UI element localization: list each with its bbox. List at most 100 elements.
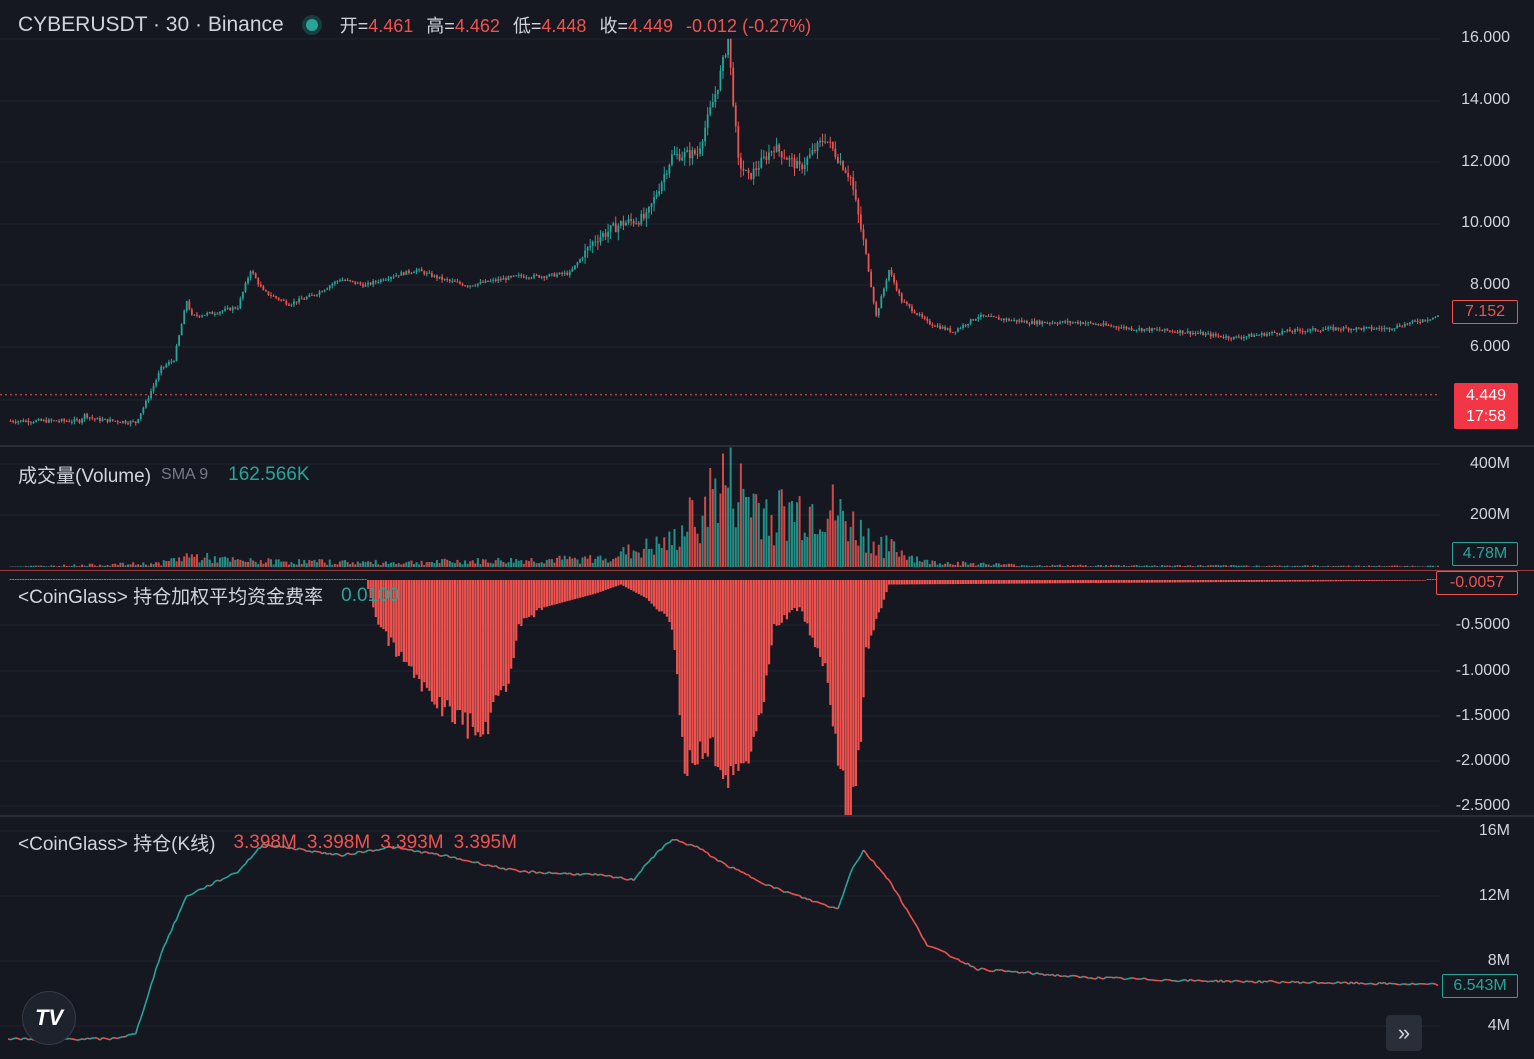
- price-candlestick-chart[interactable]: [0, 0, 1534, 445]
- candle-body: [1204, 333, 1207, 336]
- open-interest-line-chart[interactable]: [0, 815, 1534, 1059]
- volume-pane[interactable]: 成交量(Volume) SMA 9 162.566K 400M 200M 4.7…: [0, 445, 1534, 570]
- candle-body: [824, 141, 827, 143]
- volume-bar: [382, 562, 385, 567]
- funding-bar: [665, 580, 669, 617]
- funding-bar: [236, 579, 239, 580]
- volume-bar: [755, 494, 758, 567]
- oi-segment: [1177, 980, 1181, 983]
- pane-separator[interactable]: [0, 570, 1534, 571]
- volume-bar: [45, 566, 48, 567]
- candle-body: [423, 271, 426, 275]
- volume-bar: [591, 562, 594, 567]
- volume-bar: [254, 561, 257, 567]
- candle-body: [211, 312, 214, 315]
- candle-body: [408, 270, 410, 273]
- candle-body: [185, 301, 188, 311]
- volume-bar: [622, 547, 625, 567]
- candle-body: [839, 161, 842, 163]
- funding-bar: [364, 579, 367, 580]
- volume-bar: [944, 563, 947, 567]
- funding-bar: [543, 580, 546, 608]
- candle-body: [655, 194, 658, 198]
- funding-bar: [198, 579, 201, 580]
- candle-body: [111, 419, 114, 421]
- candle-body: [367, 282, 369, 285]
- candle-body: [344, 280, 346, 282]
- funding-bar: [683, 580, 686, 774]
- volume-title[interactable]: 成交量(Volume): [18, 466, 152, 487]
- last-price-tag: 4.449 17:58: [1454, 383, 1518, 429]
- oi-segment: [1345, 981, 1350, 985]
- volume-bar: [739, 463, 742, 567]
- price-pane[interactable]: CYBERUSDT · 30 · Binance 开=4.461 高=4.462…: [0, 0, 1534, 445]
- oi-segment: [661, 845, 665, 850]
- oi-segment: [186, 894, 190, 897]
- volume-bar: [264, 562, 267, 567]
- candle-body: [898, 290, 901, 294]
- funding-title[interactable]: <CoinGlass> 持仓加权平均资金费率: [18, 587, 324, 608]
- volume-bar: [586, 558, 589, 567]
- pane-separator[interactable]: [0, 445, 1534, 447]
- symbol-title[interactable]: CYBERUSDT · 30 · Binance: [18, 13, 284, 36]
- volume-bar: [1148, 565, 1151, 567]
- funding-bar: [308, 579, 311, 580]
- volume-bar: [729, 447, 732, 567]
- candle-body: [476, 283, 479, 286]
- candle-body: [785, 158, 788, 160]
- open-interest-pane[interactable]: <CoinGlass> 持仓(K线) 3.398M 3.398M 3.393M …: [0, 815, 1534, 1059]
- candle-body: [42, 419, 45, 421]
- candle-body: [203, 314, 206, 316]
- oi-segment: [459, 858, 463, 862]
- funding-bar: [681, 580, 684, 737]
- oi-segment: [204, 884, 208, 889]
- funding-bar: [1199, 580, 1202, 583]
- scroll-to-realtime-button[interactable]: »: [1386, 1015, 1422, 1051]
- volume-bar: [584, 556, 587, 567]
- volume-bar: [443, 558, 446, 567]
- funding-bar: [1087, 580, 1090, 584]
- funding-bar: [905, 580, 909, 585]
- oi-segment: [224, 876, 228, 879]
- funding-rate-bar-chart[interactable]: [0, 570, 1534, 815]
- candle-body: [351, 280, 354, 282]
- volume-bar: [808, 506, 811, 567]
- oi-segment: [844, 879, 849, 888]
- volume-bar: [1166, 565, 1169, 567]
- funding-bar: [451, 580, 454, 723]
- volume-bar-chart[interactable]: [0, 445, 1534, 570]
- volume-bar: [530, 558, 533, 567]
- candle-body: [811, 150, 814, 155]
- candle-body: [328, 285, 331, 289]
- pane-separator[interactable]: [0, 815, 1534, 817]
- volume-bar: [829, 510, 832, 567]
- tradingview-logo-icon[interactable]: TV: [22, 991, 76, 1045]
- oi-segment: [1292, 980, 1296, 984]
- candle-body: [183, 310, 186, 325]
- oi-segment: [564, 872, 568, 875]
- funding-bar: [464, 580, 467, 713]
- funding-rate-pane[interactable]: <CoinGlass> 持仓加权平均资金费率 0.0100 -0.0057 -0…: [0, 570, 1534, 815]
- candle-body: [162, 366, 165, 368]
- oi-segment: [895, 892, 900, 897]
- candle-body: [512, 275, 515, 277]
- volume-bar: [471, 560, 474, 567]
- funding-bar: [1253, 580, 1256, 582]
- volume-bar: [533, 561, 536, 567]
- oi-axis-tick: 8M: [1487, 952, 1510, 969]
- oi-segment: [714, 857, 719, 862]
- funding-bar: [796, 580, 799, 612]
- candle-body: [819, 140, 821, 143]
- candle-body: [870, 271, 873, 288]
- oi-segment: [1394, 982, 1398, 986]
- volume-bar: [770, 514, 773, 567]
- oi-segment: [329, 852, 333, 856]
- volume-bar: [1153, 565, 1156, 567]
- oi-segment: [687, 843, 690, 846]
- oi-segment: [235, 871, 239, 875]
- funding-bar: [1365, 580, 1368, 582]
- oi-segment: [117, 1036, 121, 1040]
- oi-title[interactable]: <CoinGlass> 持仓(K线): [18, 834, 216, 855]
- volume-bar: [1378, 565, 1381, 567]
- volume-bar: [280, 561, 283, 567]
